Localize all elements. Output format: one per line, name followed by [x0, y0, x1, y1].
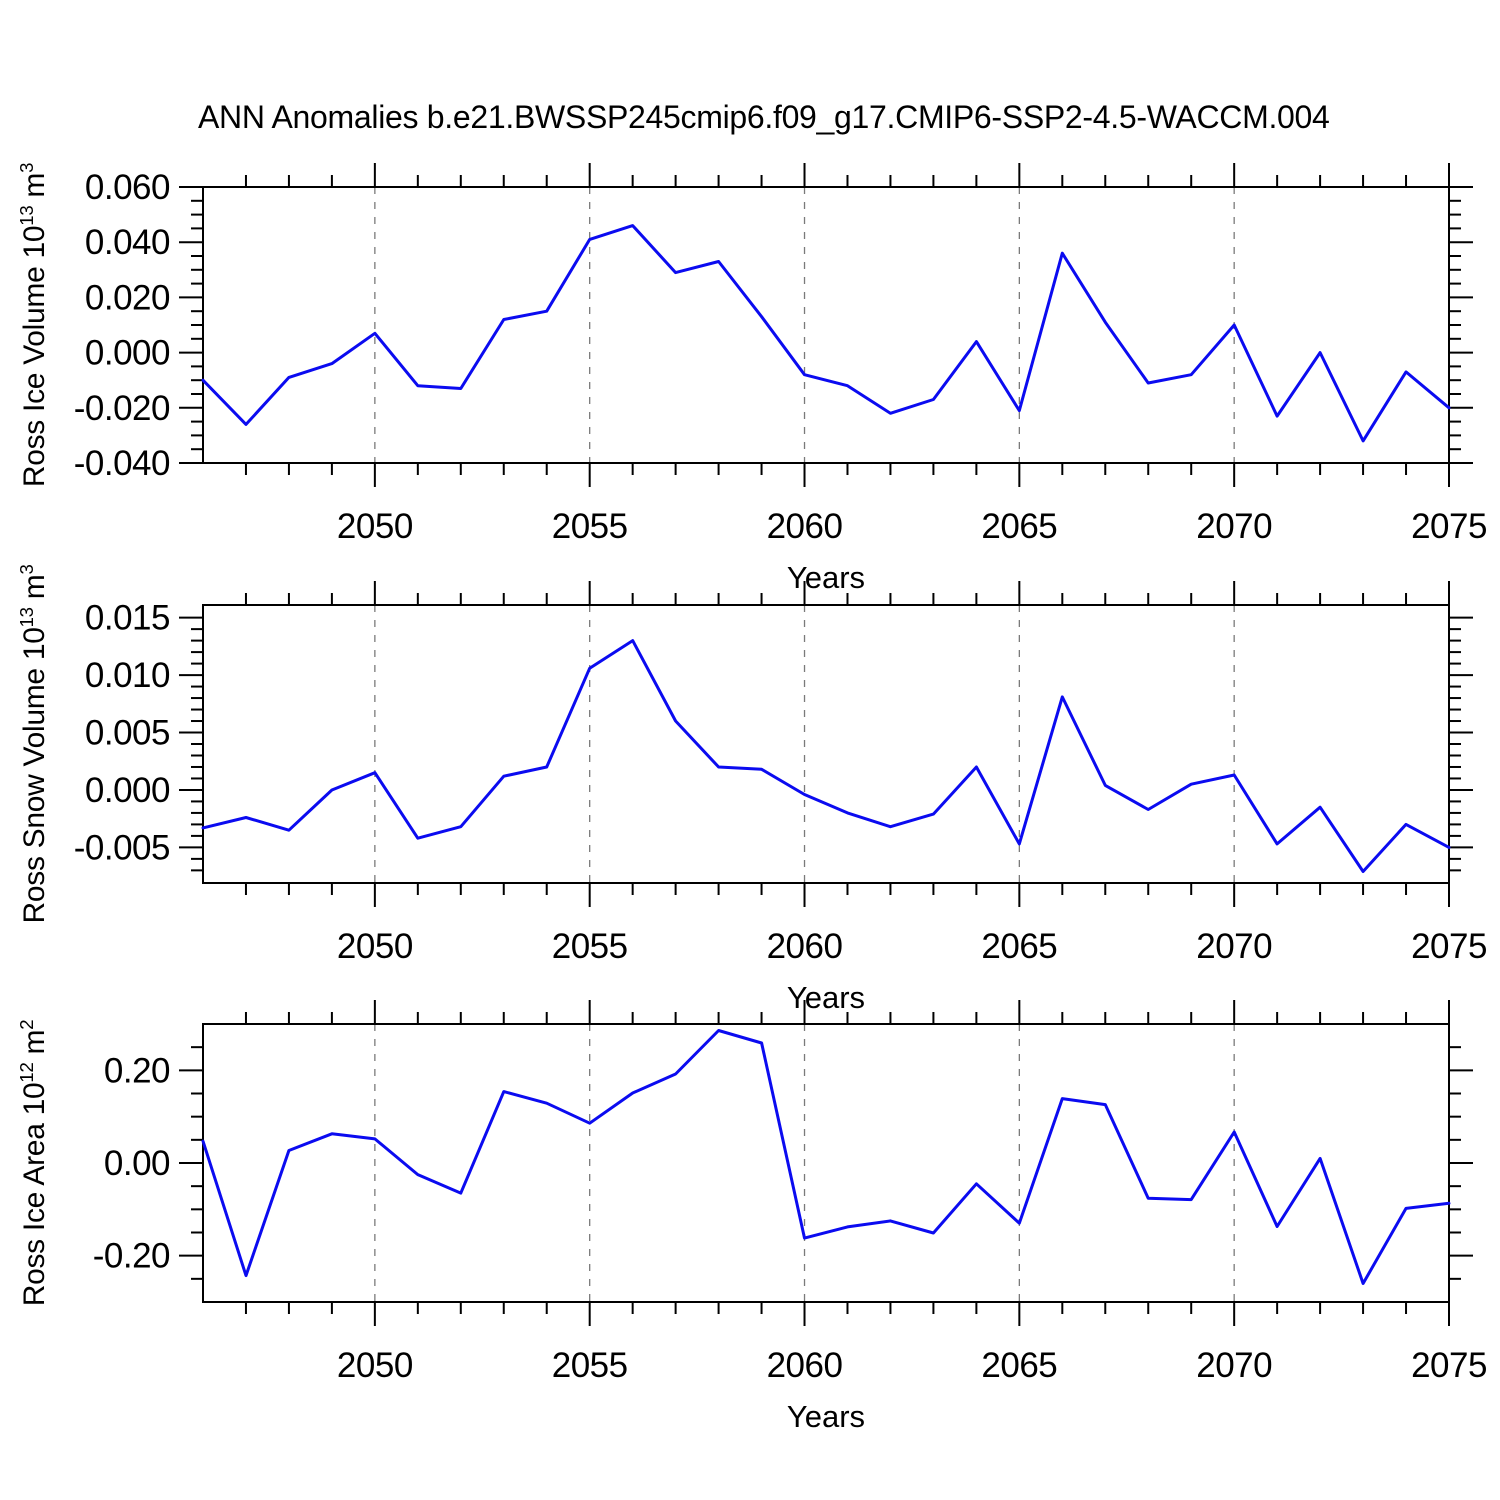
- x-tick-label: 2050: [337, 927, 413, 966]
- x-tick-label: 2065: [981, 927, 1057, 966]
- y-tick-labels: -0.005 0.000 0.005 0.010 0.015: [74, 599, 171, 868]
- x-tick-label: 2075: [1411, 927, 1487, 966]
- gridlines: [374, 605, 1235, 883]
- x-axis-title: Years: [787, 980, 865, 1015]
- y-tick-labels: -0.040 -0.020 0.000 0.020 0.040 0.060: [74, 168, 171, 483]
- x-tick-label: 2070: [1196, 927, 1272, 966]
- data-line-ross-snow-volume: [201, 639, 1451, 873]
- y-tick-label: 0.010: [85, 656, 170, 695]
- x-tick-label: 2050: [337, 1346, 413, 1385]
- x-tick-labels: 2050 2055 2060 2065 2070 2075: [337, 927, 1488, 966]
- y-tick-label: -0.005: [74, 828, 170, 867]
- x-tick-label: 2060: [767, 507, 843, 546]
- data-line-ross-ice-volume: [201, 224, 1451, 443]
- y-tick-labels: -0.20 0.00 0.20: [93, 1051, 171, 1276]
- panel-ross-ice-volume: -0.040 -0.020 0.000 0.020 0.040 0.060 2050 2055…: [74, 163, 1487, 595]
- gridlines: [374, 187, 1235, 463]
- x-tick-label: 2055: [552, 927, 628, 966]
- plot-frame: [202, 1023, 1450, 1303]
- y-tick-label: 0.00: [104, 1144, 170, 1183]
- x-tick-label: 2055: [552, 1346, 628, 1385]
- x-tick-label: 2060: [767, 1346, 843, 1385]
- plot-frame: [202, 604, 1450, 884]
- ticks: [179, 581, 1473, 907]
- y-tick-label: 0.005: [85, 714, 170, 753]
- y-tick-label: 0.040: [85, 223, 170, 262]
- x-tick-label: 2065: [981, 507, 1057, 546]
- x-tick-label: 2050: [337, 507, 413, 546]
- y-tick-label: 0.000: [85, 771, 170, 810]
- ticks: [179, 163, 1473, 487]
- x-axis-title: Years: [787, 560, 865, 595]
- x-tick-label: 2070: [1196, 1346, 1272, 1385]
- x-tick-label: 2055: [552, 507, 628, 546]
- y-tick-label: -0.20: [93, 1237, 170, 1276]
- y-tick-label: 0.020: [85, 278, 170, 317]
- y-tick-label: -0.040: [74, 444, 170, 483]
- data-line-ross-ice-area: [201, 1029, 1451, 1285]
- x-axis-title: Years: [787, 1399, 865, 1434]
- gridlines: [374, 1024, 1235, 1302]
- y-tick-label: 0.000: [85, 334, 170, 373]
- x-tick-label: 2070: [1196, 507, 1272, 546]
- y-tick-label: 0.20: [104, 1051, 170, 1090]
- x-tick-label: 2075: [1411, 1346, 1487, 1385]
- chart-title: ANN Anomalies b.e21.BWSSP245cmip6.f09_g1…: [198, 99, 1330, 135]
- panel-ross-ice-area: -0.20 0.00 0.20 2050 2055 2060 2065 2070 2075 Yea…: [93, 1000, 1487, 1434]
- x-tick-label: 2060: [767, 927, 843, 966]
- y-tick-label: -0.020: [74, 389, 170, 428]
- x-tick-labels: 2050 2055 2060 2065 2070 2075: [337, 507, 1488, 546]
- x-tick-labels: 2050 2055 2060 2065 2070 2075: [337, 1346, 1488, 1385]
- plot-frame: [202, 186, 1450, 464]
- x-tick-label: 2075: [1411, 507, 1487, 546]
- x-tick-label: 2065: [981, 1346, 1057, 1385]
- y-tick-label: 0.060: [85, 168, 170, 207]
- ticks: [179, 1000, 1473, 1326]
- y-tick-label: 0.015: [85, 599, 170, 638]
